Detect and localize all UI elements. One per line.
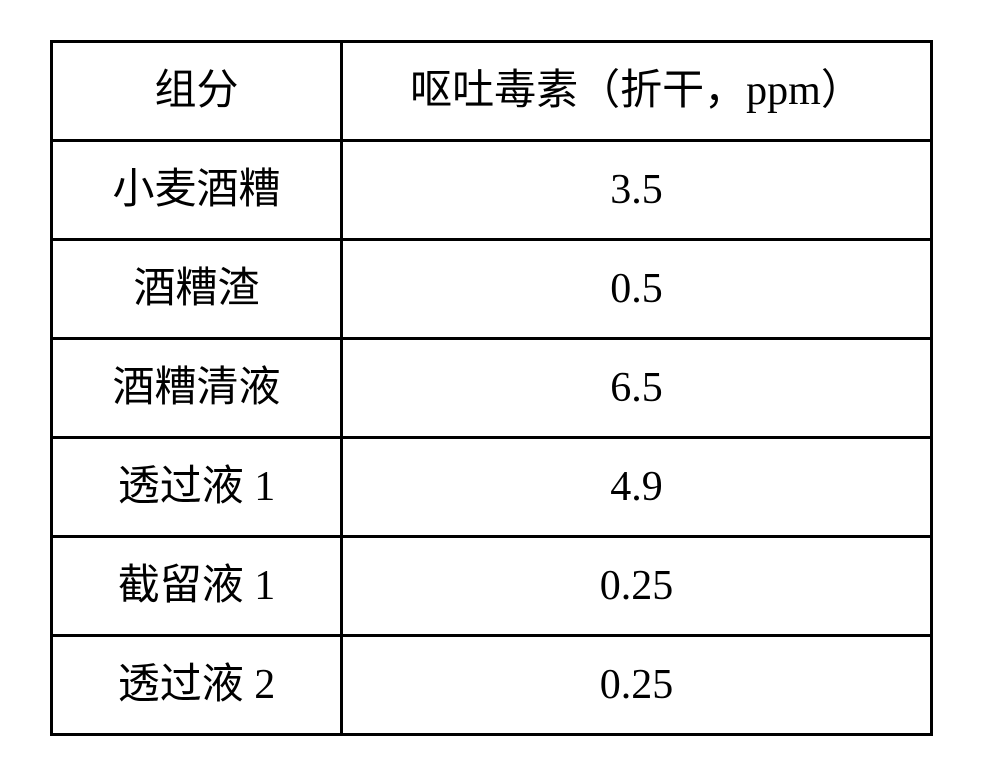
cell-don: 0.25 bbox=[342, 537, 932, 636]
col-header-don-post: ） bbox=[821, 68, 863, 114]
cell-don: 0.25 bbox=[342, 636, 932, 735]
table-row: 酒糟清液 6.5 bbox=[52, 339, 932, 438]
cell-don: 3.5 bbox=[342, 141, 932, 240]
cell-don: 4.9 bbox=[342, 438, 932, 537]
cell-component-text: 透过液 bbox=[118, 662, 255, 708]
cell-component: 酒糟清液 bbox=[52, 339, 342, 438]
table-row: 透过液 1 4.9 bbox=[52, 438, 932, 537]
cell-don: 6.5 bbox=[342, 339, 932, 438]
cell-component: 小麦酒糟 bbox=[52, 141, 342, 240]
cell-component-text: 透过液 bbox=[118, 464, 255, 510]
cell-component: 截留液 1 bbox=[52, 537, 342, 636]
table-row: 透过液 2 0.25 bbox=[52, 636, 932, 735]
cell-component: 透过液 1 bbox=[52, 438, 342, 537]
cell-component: 透过液 2 bbox=[52, 636, 342, 735]
cell-component-num: 1 bbox=[254, 464, 275, 510]
cell-component: 酒糟渣 bbox=[52, 240, 342, 339]
col-header-don-pre: 呕吐毒素（折干， bbox=[410, 68, 746, 114]
table-row: 小麦酒糟 3.5 bbox=[52, 141, 932, 240]
cell-component-num: 1 bbox=[254, 563, 275, 609]
table-body: 小麦酒糟 3.5 酒糟渣 0.5 酒糟清液 6.5 透过液 1 4.9 截留液 … bbox=[52, 141, 932, 735]
table-row: 截留液 1 0.25 bbox=[52, 537, 932, 636]
don-table: 组分 呕吐毒素（折干，ppm） 小麦酒糟 3.5 酒糟渣 0.5 酒糟清液 6.… bbox=[50, 40, 933, 736]
table-header-row: 组分 呕吐毒素（折干，ppm） bbox=[52, 42, 932, 141]
col-header-component: 组分 bbox=[52, 42, 342, 141]
cell-component-text: 截留液 bbox=[118, 563, 255, 609]
cell-component-num: 2 bbox=[254, 662, 275, 708]
table-row: 酒糟渣 0.5 bbox=[52, 240, 932, 339]
col-header-don: 呕吐毒素（折干，ppm） bbox=[342, 42, 932, 141]
col-header-don-unit: ppm bbox=[746, 68, 821, 114]
cell-don: 0.5 bbox=[342, 240, 932, 339]
page-wrap: 组分 呕吐毒素（折干，ppm） 小麦酒糟 3.5 酒糟渣 0.5 酒糟清液 6.… bbox=[0, 0, 987, 776]
